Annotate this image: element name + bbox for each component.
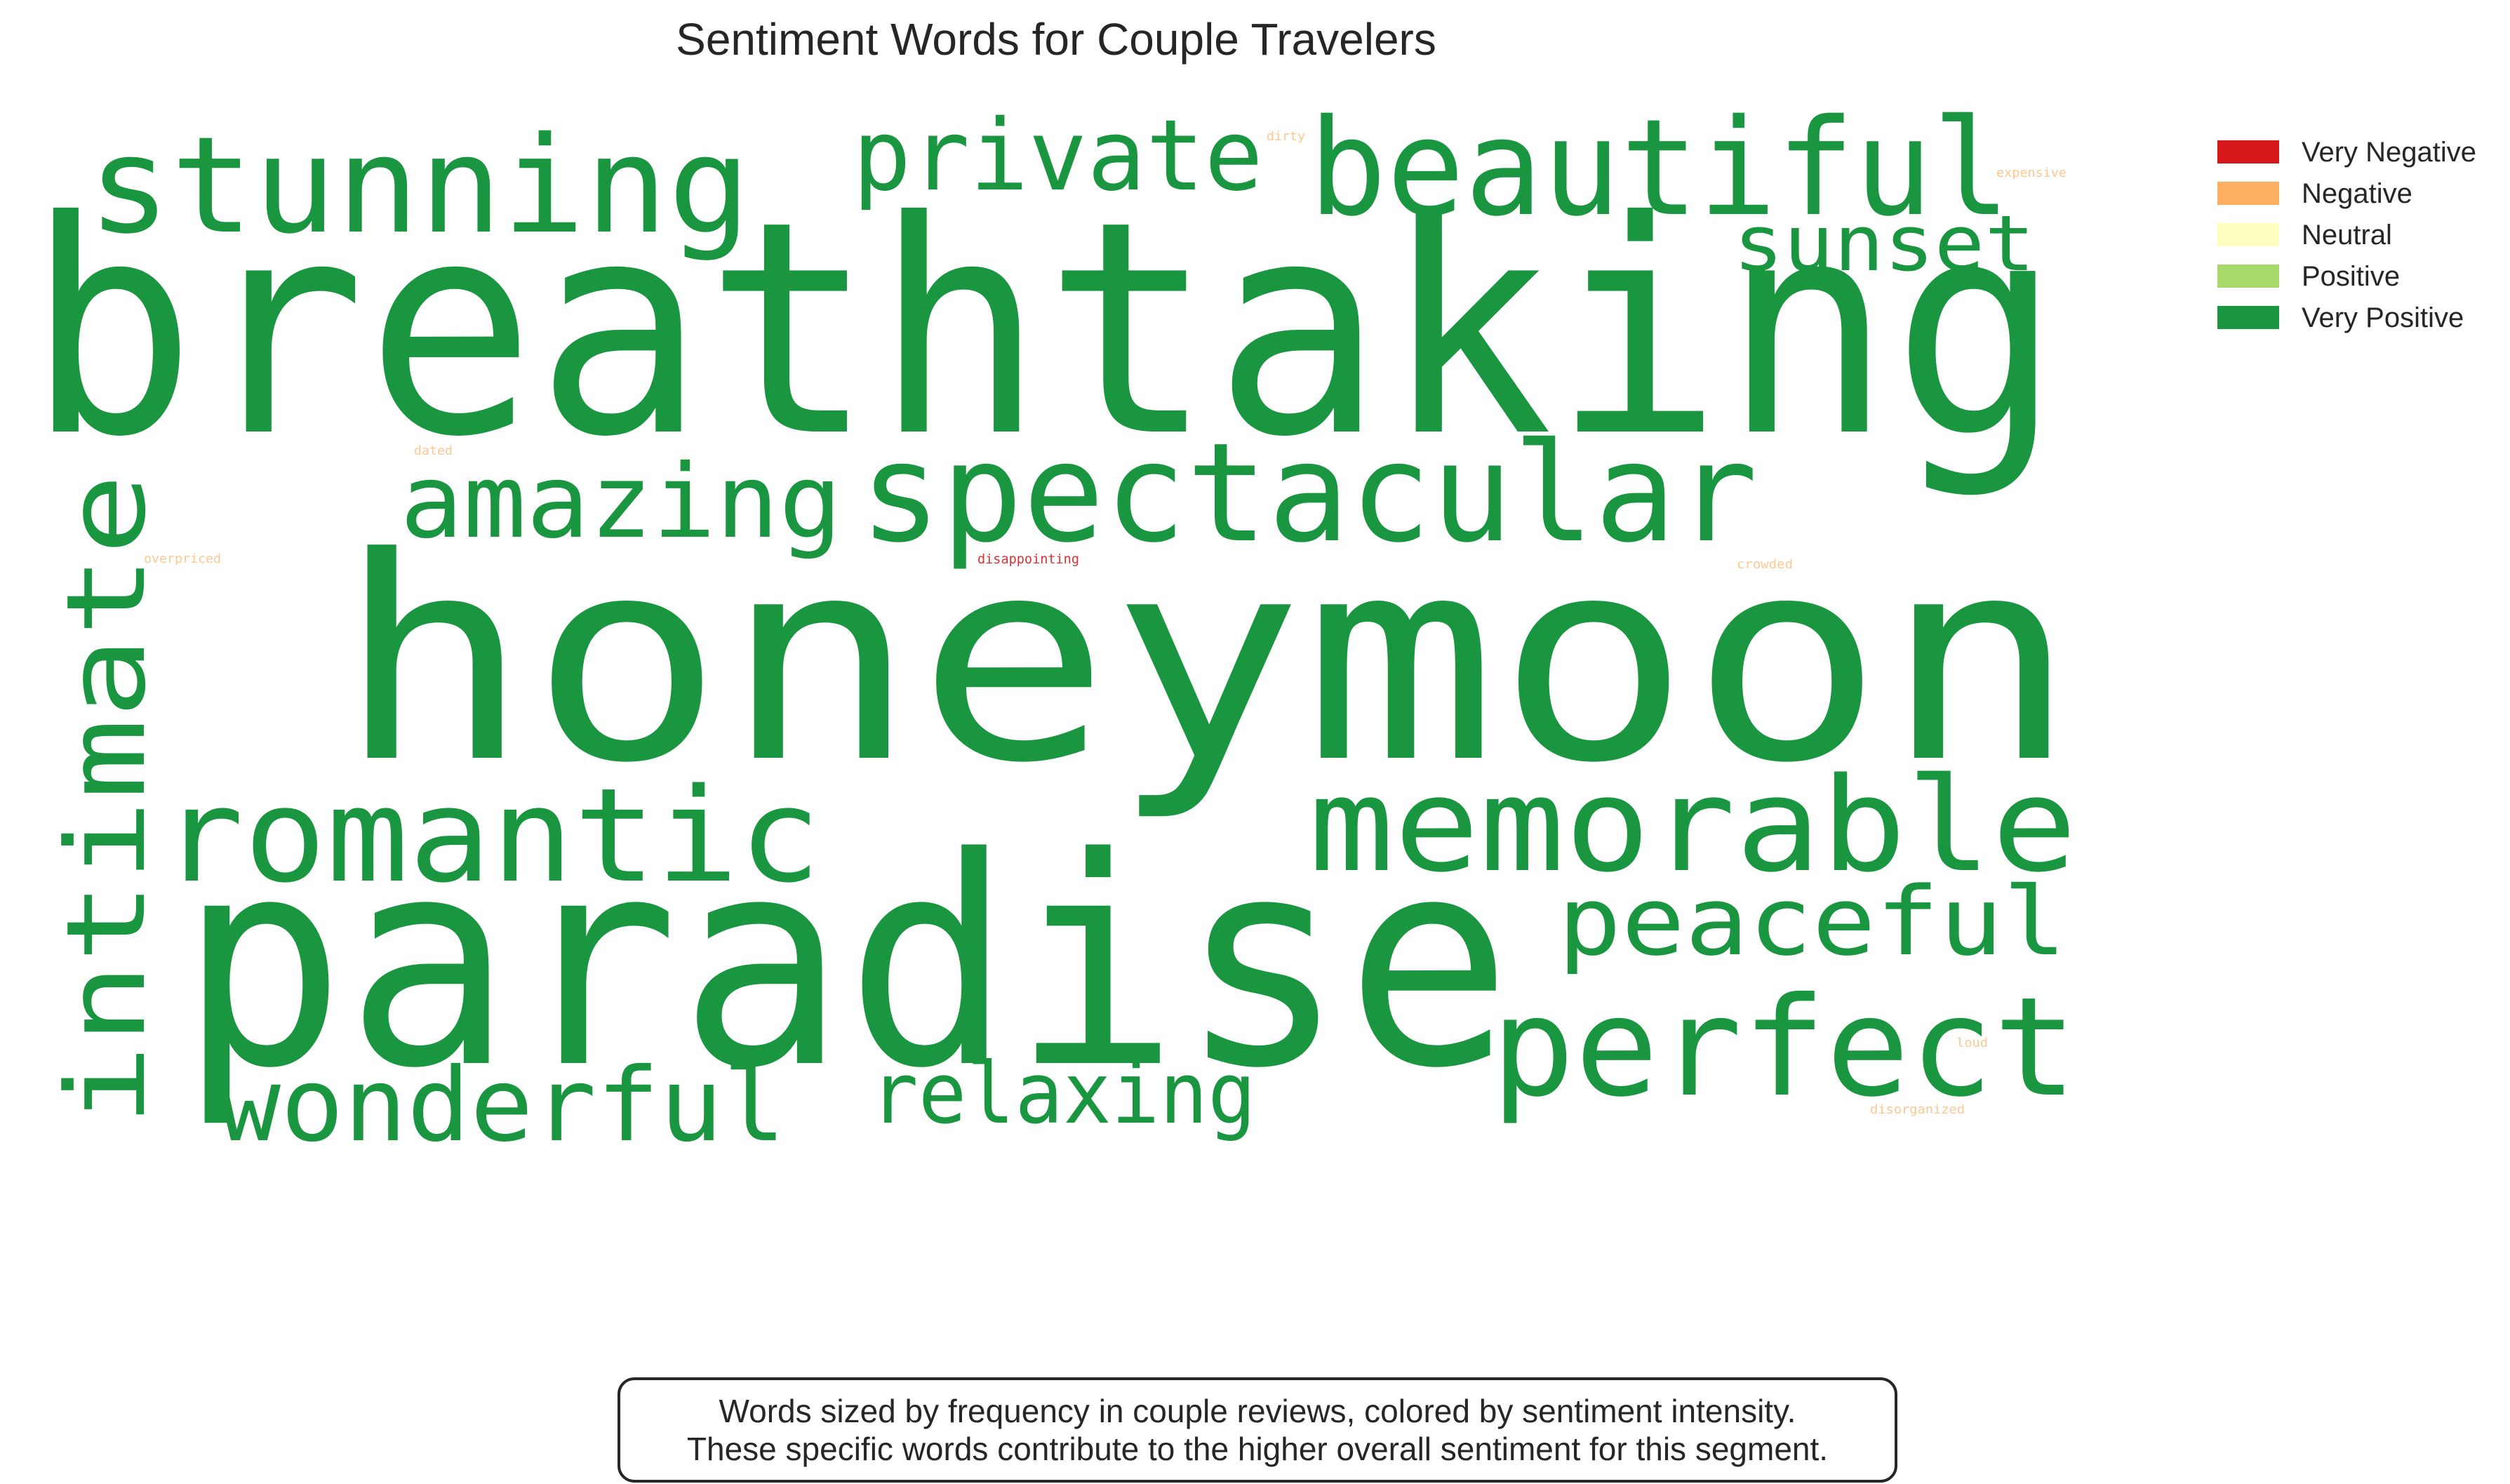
word-overpriced: overpriced	[144, 552, 221, 566]
word-disappointing: disappointing	[977, 552, 1079, 567]
legend-label-very-negative: Very Negative	[2302, 137, 2476, 168]
legend-swatch-neutral	[2217, 223, 2279, 246]
word-beautiful: beautiful	[1309, 91, 2010, 246]
word-disorganized: disorganized	[1870, 1102, 1965, 1117]
word-spectacular: spectacular	[860, 413, 1758, 573]
word-peaceful: peaceful	[1558, 867, 2067, 977]
word-sunset: sunset	[1733, 199, 2035, 288]
word-perfect: perfect	[1491, 968, 2077, 1127]
chart-title: Sentiment Words for Couple Travelers	[676, 14, 1436, 65]
legend: Very Negative Negative Neutral Positive Very…	[2217, 137, 2476, 333]
word-amazing: amazing	[400, 443, 842, 561]
caption-line-1: Words sized by frequency in couple revie…	[719, 1393, 1796, 1429]
word-paradise: paradise	[179, 796, 1512, 1131]
legend-label-very-positive: Very Positive	[2302, 302, 2464, 333]
word-private: private	[853, 99, 1263, 213]
word-breathtaking: breathtaking	[27, 159, 2062, 502]
word-romantic: romantic	[161, 760, 821, 911]
word-honeymoon: honeymoon	[337, 498, 2077, 824]
caption-line-2: These specific words contribute to the h…	[686, 1431, 1829, 1467]
legend-swatch-very-negative	[2217, 140, 2279, 163]
word-loud: loud	[1956, 1036, 1988, 1050]
legend-label-neutral: Neutral	[2302, 220, 2392, 250]
caption-box: Words sized by frequency in couple revie…	[618, 1377, 1897, 1483]
word-relaxing: relaxing	[870, 1045, 1256, 1143]
legend-swatch-very-positive	[2217, 306, 2279, 329]
word-expensive: expensive	[1996, 166, 2067, 180]
word-crowded: crowded	[1737, 557, 1793, 572]
word-dirty: dirty	[1267, 129, 1305, 144]
legend-label-positive: Positive	[2302, 261, 2400, 292]
word-memorable: memorable	[1309, 749, 2077, 901]
legend-swatch-positive	[2217, 265, 2279, 288]
word-stunning: stunning	[88, 108, 751, 263]
word-dated: dated	[414, 443, 453, 458]
word-intimate: intimate	[43, 474, 170, 1126]
word-wonderful: wonderful	[218, 1046, 786, 1165]
legend-label-negative: Negative	[2302, 178, 2412, 209]
legend-swatch-negative	[2217, 182, 2279, 205]
